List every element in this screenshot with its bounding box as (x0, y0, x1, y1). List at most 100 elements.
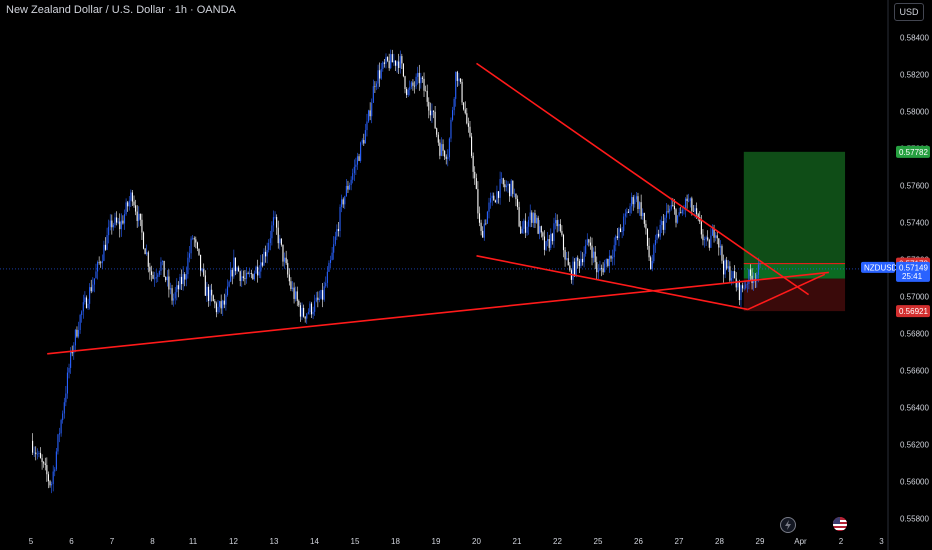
candle-body (266, 249, 268, 257)
candle-body (174, 292, 176, 299)
candle-body (577, 257, 579, 261)
candle-body (642, 212, 644, 216)
candle-body (616, 236, 618, 239)
candle-body (673, 206, 675, 210)
candle-body (284, 257, 286, 262)
candle-body (184, 274, 186, 280)
candle-body (448, 138, 450, 158)
lightning-icon[interactable] (780, 517, 796, 533)
candle-body (206, 286, 208, 296)
candle-body (57, 434, 59, 452)
candle-body (63, 402, 65, 414)
candle-body (195, 239, 197, 243)
candle-body (670, 205, 672, 209)
y-tick-label: 0.58000 (900, 108, 929, 117)
candle-body (597, 270, 599, 273)
candle-body (639, 202, 641, 210)
candle-body (323, 286, 325, 300)
y-tick-label: 0.57400 (900, 219, 929, 228)
candle-body (231, 269, 233, 277)
candle-body (705, 237, 707, 240)
candle-body (179, 276, 181, 290)
candle-body (387, 57, 389, 61)
candle-body (757, 264, 759, 275)
candle-body (409, 86, 411, 90)
candle-body (355, 164, 357, 167)
candle-body (258, 271, 260, 276)
candle-body (185, 274, 187, 280)
candle-body (108, 226, 110, 236)
candle-body (35, 452, 37, 455)
candle-body (413, 85, 416, 87)
candle-body (298, 300, 300, 306)
candle-body (207, 286, 210, 301)
candle-body (204, 275, 206, 296)
candle-body (62, 413, 64, 421)
us-flag-icon[interactable] (833, 517, 847, 531)
candle-body (241, 276, 243, 281)
candle-body (85, 297, 88, 309)
candle-body (65, 393, 67, 403)
candle-body (127, 202, 129, 207)
candle-body (659, 224, 661, 237)
symbol-tag-bg (861, 261, 895, 273)
candle-body (70, 350, 72, 368)
candle-body (374, 86, 376, 87)
candle-body (245, 272, 248, 279)
candle-body (581, 258, 584, 263)
candle-body (566, 258, 568, 260)
candle-body (103, 244, 105, 261)
candle-body (478, 213, 481, 223)
candle-body (84, 297, 86, 303)
candle-body (510, 180, 512, 197)
candle-body (703, 239, 706, 241)
candle-body (52, 471, 54, 485)
candle-body (667, 211, 669, 212)
trendline (476, 62, 810, 296)
candle-body (44, 463, 46, 466)
candle-body (727, 266, 729, 269)
y-axis: 0.584000.582000.580000.578000.576000.574… (887, 0, 929, 550)
candle-body (689, 198, 691, 201)
candlestick-series (32, 49, 761, 494)
candle-body (461, 81, 463, 103)
candle-body (499, 178, 501, 198)
candle-body (342, 199, 344, 205)
candle-body (547, 239, 549, 242)
candle-body (149, 266, 151, 272)
candle-body (516, 199, 519, 208)
candle-body (97, 262, 99, 272)
candle-body (615, 236, 617, 246)
candle-body (534, 213, 536, 223)
candle-body (418, 72, 420, 84)
candle-body (190, 238, 192, 254)
candle-body (543, 236, 546, 250)
x-tick-label: 20 (472, 537, 481, 546)
candle-body (315, 297, 317, 302)
candle-body (377, 70, 379, 84)
candle-body (572, 261, 574, 280)
candle-body (43, 462, 45, 464)
currency-button[interactable]: USD (894, 3, 924, 21)
candle-body (447, 157, 449, 159)
candle-body (524, 220, 527, 233)
candle-body (456, 71, 458, 81)
candle-body (150, 271, 152, 275)
candle-body (369, 110, 371, 117)
candle-body (312, 311, 314, 315)
candle-body (372, 86, 374, 103)
x-tick-label: 18 (391, 537, 400, 546)
candle-body (607, 258, 609, 266)
candle-body (382, 62, 384, 69)
candle-body (285, 257, 287, 264)
candle-body (257, 266, 259, 276)
candle-body (95, 271, 97, 279)
x-axis: 5 6 7 8 11 12 13 14 15 18 19 20 21 22 25 26 27 28 29 Apr 2 3 (29, 537, 885, 546)
candle-body (531, 212, 533, 223)
candle-body (328, 262, 330, 272)
candle-body (637, 196, 639, 210)
candle-body (553, 223, 555, 242)
candle-body (507, 183, 509, 186)
candle-body (726, 260, 728, 269)
